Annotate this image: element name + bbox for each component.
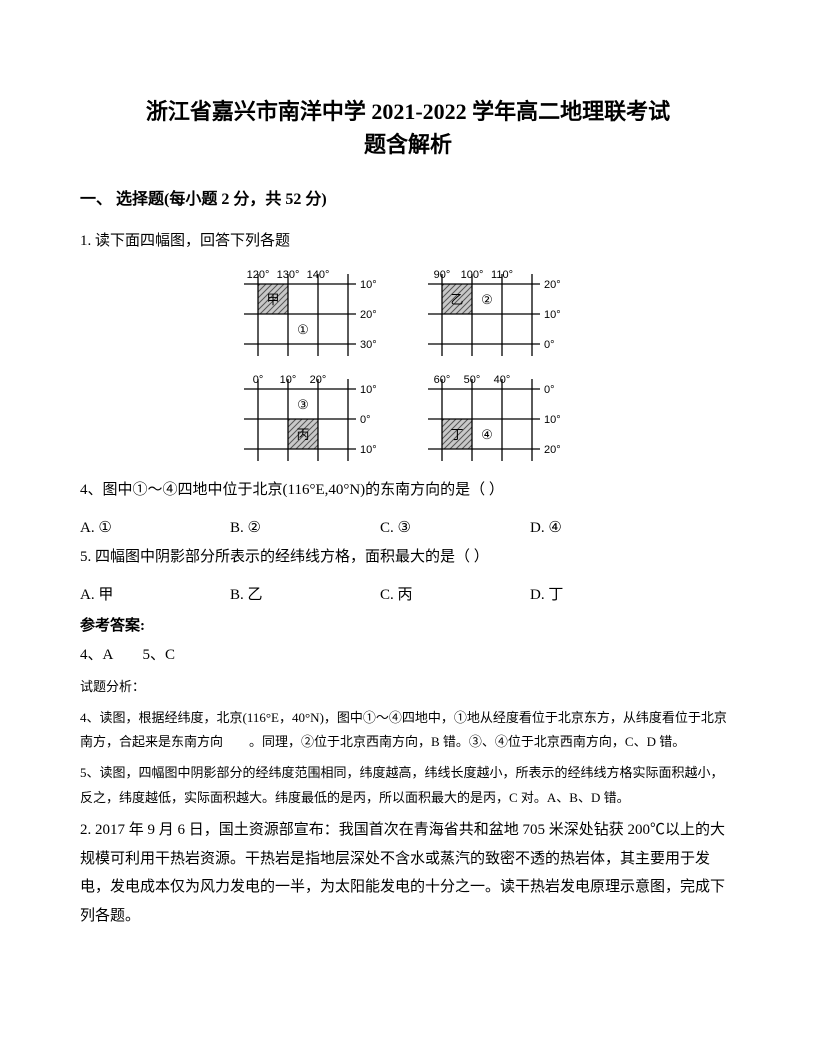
- analysis-4: 4、读图，根据经纬度，北京(116°E，40°N)，图中①～④四地中，①地从经度…: [80, 706, 736, 755]
- svg-text:10°: 10°: [544, 414, 561, 426]
- q4-text: 4、图中①～④四地中位于北京(116°E,40°N)的东南方向的是（ ）: [80, 476, 736, 505]
- svg-text:乙: 乙: [450, 292, 463, 307]
- svg-text:0°: 0°: [253, 374, 264, 386]
- svg-text:20°: 20°: [544, 279, 561, 291]
- analysis-5: 5、读图，四幅图中阴影部分的经纬度范围相同，纬度越高，纬线长度越小，所表示的经纬…: [80, 761, 736, 810]
- q4-opt-b: B. ②: [230, 514, 380, 543]
- svg-text:③: ③: [297, 397, 309, 412]
- analysis-header: 试题分析：: [80, 675, 736, 700]
- svg-text:10°: 10°: [280, 374, 297, 386]
- svg-text:110°: 110°: [491, 269, 513, 281]
- svg-text:①: ①: [297, 322, 309, 337]
- q2-text: 2. 2017 年 9 月 6 日，国土资源部宣布：我国首次在青海省共和盆地 7…: [80, 816, 736, 930]
- svg-text:10°: 10°: [360, 384, 377, 396]
- svg-text:120°: 120°: [247, 269, 270, 281]
- answer-header: 参考答案:: [80, 614, 736, 635]
- q4-opt-c: C. ③: [380, 514, 530, 543]
- q4-opt-a: A. ①: [80, 514, 230, 543]
- svg-text:丁: 丁: [450, 427, 463, 442]
- svg-text:90°: 90°: [434, 269, 451, 281]
- answers: 4、A 5、C: [80, 641, 736, 670]
- figure-yi: 90° 100° 110° 20° 10° 0° 乙 ②: [420, 266, 580, 361]
- svg-text:10°: 10°: [544, 309, 561, 321]
- svg-text:②: ②: [481, 292, 493, 307]
- svg-text:0°: 0°: [544, 339, 555, 351]
- svg-text:10°: 10°: [360, 279, 377, 291]
- svg-text:30°: 30°: [360, 339, 377, 351]
- section-header: 一、 选择题(每小题 2 分，共 52 分): [80, 185, 736, 209]
- q5-opt-a: A. 甲: [80, 581, 230, 610]
- svg-text:100°: 100°: [461, 269, 484, 281]
- svg-text:50°: 50°: [464, 374, 481, 386]
- q5-text: 5. 四幅图中阴影部分所表示的经纬线方格，面积最大的是（ ）: [80, 543, 736, 572]
- figure-jia: 120° 130° 140° 10° 20° 30° 甲 ①: [236, 266, 396, 361]
- svg-text:0°: 0°: [544, 384, 555, 396]
- q5-options: A. 甲 B. 乙 C. 丙 D. 丁: [80, 581, 736, 610]
- svg-text:140°: 140°: [307, 269, 330, 281]
- figure-ding: 60° 50° 40° 0° 10° 20° 丁 ④: [420, 371, 580, 466]
- q5-opt-c: C. 丙: [380, 581, 530, 610]
- svg-text:10°: 10°: [360, 444, 377, 456]
- svg-text:60°: 60°: [434, 374, 451, 386]
- q1-intro: 1. 读下面四幅图，回答下列各题: [80, 227, 736, 256]
- title-line-2: 题含解析: [80, 128, 736, 161]
- figure-bing: 0° 10° 20° 10° 0° 10° 丙 ③: [236, 371, 396, 466]
- svg-text:130°: 130°: [277, 269, 300, 281]
- svg-text:20°: 20°: [544, 444, 561, 456]
- title-line-1: 浙江省嘉兴市南洋中学 2021-2022 学年高二地理联考试: [80, 95, 736, 128]
- q5-opt-b: B. 乙: [230, 581, 380, 610]
- svg-text:④: ④: [481, 427, 493, 442]
- svg-text:40°: 40°: [494, 374, 511, 386]
- svg-text:20°: 20°: [310, 374, 327, 386]
- q5-opt-d: D. 丁: [530, 581, 680, 610]
- svg-text:甲: 甲: [266, 292, 279, 307]
- figures-container: 120° 130° 140° 10° 20° 30° 甲 ① 90° 100° 110° 20° 10…: [80, 266, 736, 466]
- q4-options: A. ① B. ② C. ③ D. ④: [80, 514, 736, 543]
- svg-text:20°: 20°: [360, 309, 377, 321]
- svg-text:丙: 丙: [296, 427, 309, 442]
- svg-text:0°: 0°: [360, 414, 371, 426]
- q4-opt-d: D. ④: [530, 514, 680, 543]
